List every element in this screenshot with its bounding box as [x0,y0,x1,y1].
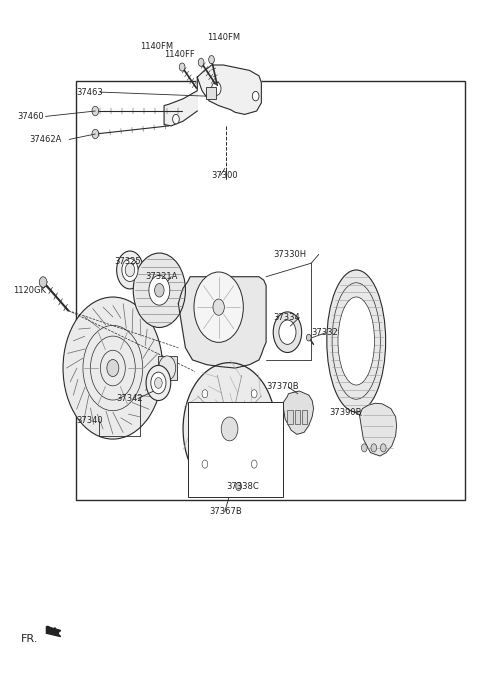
Circle shape [125,263,135,277]
Text: 37334: 37334 [273,313,300,322]
Ellipse shape [338,297,374,385]
Text: 37463: 37463 [76,87,103,97]
Text: 37370B: 37370B [266,383,299,391]
Circle shape [39,277,47,288]
Bar [288,410,293,424]
Polygon shape [179,277,266,368]
Polygon shape [283,391,313,434]
Text: 37321A: 37321A [145,272,178,281]
Text: 37300: 37300 [212,170,238,180]
Circle shape [209,55,215,63]
Circle shape [92,106,98,116]
Ellipse shape [327,270,385,412]
Circle shape [221,417,238,441]
Bar [206,87,216,99]
Text: 1120GK: 1120GK [13,286,46,295]
Circle shape [252,389,257,398]
Text: 37330H: 37330H [273,250,306,259]
Bar [76,80,466,500]
Text: 37342: 37342 [117,394,143,403]
Circle shape [371,444,377,452]
Circle shape [252,460,257,468]
Bar [295,410,300,424]
Circle shape [381,444,386,452]
Circle shape [273,312,301,353]
Circle shape [63,297,163,439]
Circle shape [173,115,179,124]
Circle shape [194,272,243,342]
Circle shape [213,299,224,315]
Text: 37338C: 37338C [227,482,260,491]
Bar [301,410,307,424]
Circle shape [149,276,170,305]
Text: 37460: 37460 [17,112,44,121]
Circle shape [107,359,119,376]
Circle shape [92,130,98,138]
Text: 37332: 37332 [311,328,338,338]
Text: FR.: FR. [21,634,38,644]
Circle shape [158,356,176,381]
Polygon shape [197,65,261,115]
Text: 1140FM: 1140FM [207,33,240,42]
Circle shape [306,334,311,341]
Circle shape [155,284,164,297]
Circle shape [155,378,162,388]
Polygon shape [164,77,197,126]
Text: 37325: 37325 [114,256,141,266]
Circle shape [179,63,185,71]
Circle shape [279,320,296,344]
Circle shape [202,389,208,398]
Bar [158,356,177,381]
Text: 37390B: 37390B [329,408,362,417]
Circle shape [146,366,171,400]
Text: 37367B: 37367B [209,507,242,516]
Text: 1140FF: 1140FF [164,50,195,59]
Circle shape [117,251,143,289]
Circle shape [198,58,204,66]
Polygon shape [360,403,396,456]
Polygon shape [47,627,60,636]
Circle shape [215,408,244,450]
Circle shape [122,258,138,282]
Circle shape [252,91,259,101]
Circle shape [202,460,208,468]
Circle shape [212,82,221,95]
Circle shape [236,482,241,490]
Circle shape [183,363,276,495]
Bar [188,402,283,496]
Text: 37462A: 37462A [29,135,61,144]
Circle shape [151,372,166,394]
Circle shape [133,253,185,327]
Text: 37340: 37340 [76,416,103,426]
Text: 1140FM: 1140FM [140,42,173,51]
Circle shape [361,444,367,452]
